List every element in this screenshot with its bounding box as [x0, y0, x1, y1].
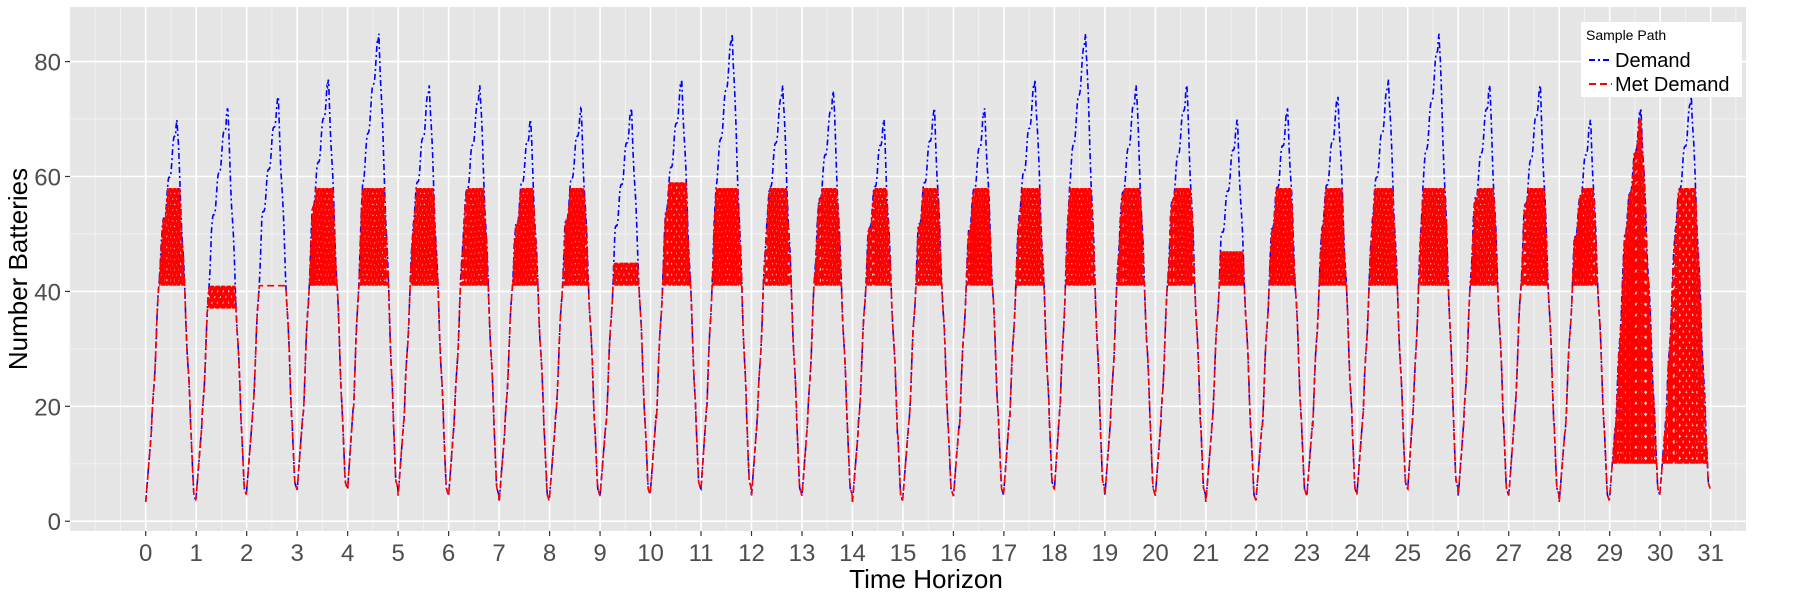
x-axis-title: Time Horizon: [849, 564, 1003, 594]
grid-major-lines: [70, 7, 1746, 531]
x-tick-label: 1: [190, 540, 203, 567]
x-tick-label: 6: [442, 540, 455, 567]
legend-label-met-demand: Met Demand: [1615, 74, 1730, 96]
legend-label-demand: Demand: [1615, 50, 1691, 72]
series-met-demand-line: [144, 118, 1711, 502]
x-tick-label: 19: [1092, 540, 1119, 567]
x-tick-label: 13: [789, 540, 816, 567]
x-tick-label: 15: [890, 540, 917, 567]
x-tick-label: 12: [738, 540, 765, 567]
series-demand-line: [144, 33, 1711, 502]
x-tick-label: 11: [689, 540, 714, 567]
x-tick-label: 27: [1495, 540, 1522, 567]
x-tick-label: 8: [543, 540, 556, 567]
x-tick-label: 29: [1596, 540, 1623, 567]
x-tick-label: 17: [991, 540, 1018, 567]
y-tick-label: 40: [34, 279, 61, 306]
x-tick-label: 9: [593, 540, 606, 567]
x-tick-label: 7: [492, 540, 505, 567]
x-tick-label: 5: [391, 540, 404, 567]
x-tick-label: 14: [839, 540, 866, 567]
y-tick-label: 60: [34, 164, 61, 191]
legend-title: Sample Path: [1586, 27, 1666, 43]
legend: Sample Path Demand Met Demand: [1581, 22, 1742, 97]
x-tick-label: 23: [1293, 540, 1320, 567]
x-axis: 0 1 2 3 4 5 6 7 8 9 10 11 12 13 14 15 16 17 18 19 20 21 22 23 24…: [139, 531, 1724, 567]
x-tick-label: 4: [341, 540, 354, 567]
x-tick-label: 3: [290, 540, 303, 567]
y-tick-label: 20: [34, 394, 61, 421]
x-tick-label: 26: [1445, 540, 1472, 567]
panel-background: [70, 7, 1746, 531]
y-axis-title: Number Batteries: [3, 168, 33, 370]
x-tick-label: 20: [1142, 540, 1169, 567]
y-tick-label: 80: [34, 50, 61, 77]
x-tick-label: 30: [1647, 540, 1674, 567]
series-layer: [144, 33, 1711, 502]
x-tick-label: 0: [139, 540, 152, 567]
x-tick-label: 10: [637, 540, 664, 567]
x-tick-label: 25: [1394, 540, 1421, 567]
x-tick-label: 24: [1344, 540, 1371, 567]
x-tick-label: 21: [1192, 540, 1219, 567]
y-axis: 0 20 40 60 80: [34, 50, 70, 536]
y-tick-label: 0: [48, 509, 61, 536]
x-tick-label: 16: [940, 540, 967, 567]
x-tick-label: 31: [1697, 540, 1724, 567]
x-tick-label: 2: [240, 540, 253, 567]
x-tick-label: 18: [1041, 540, 1068, 567]
x-tick-label: 28: [1546, 540, 1573, 567]
x-tick-label: 22: [1243, 540, 1270, 567]
